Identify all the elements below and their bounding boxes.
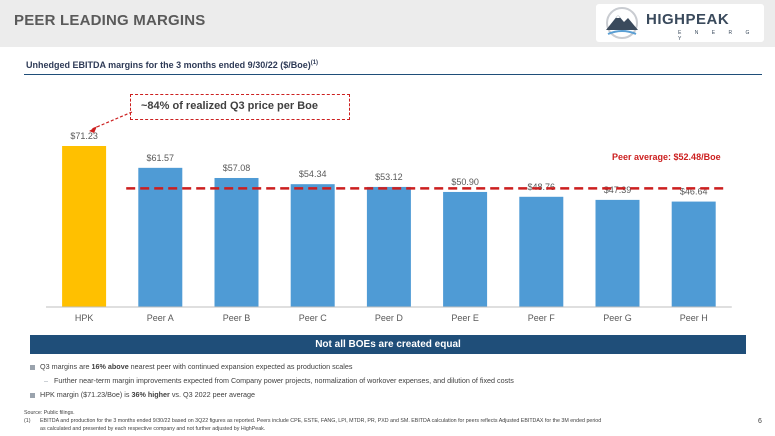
bullet-3-text-c: vs. Q3 2022 peer average (169, 390, 255, 399)
category-label: Peer C (299, 313, 328, 323)
subtitle-text: Unhedged EBITDA margins for the 3 months… (26, 60, 311, 70)
data-label: $47.39 (604, 185, 632, 195)
logo-wordmark: HIGHPEAK (646, 11, 730, 28)
chart-subtitle: Unhedged EBITDA margins for the 3 months… (26, 60, 318, 70)
logo-subtitle: E N E R G Y (678, 30, 756, 42)
data-label: $54.34 (299, 169, 327, 179)
bullet-square-icon (30, 364, 35, 370)
data-label: $48.76 (528, 182, 556, 192)
callout-text: ~84% of realized Q3 price per Boe (141, 100, 318, 112)
banner: Not all BOEs are created equal (30, 335, 746, 354)
margin-bar-chart: $71.23 HPK $61.57 Peer A $57.08 Peer B $54.34 P… (46, 111, 732, 323)
data-label: $57.08 (223, 163, 251, 173)
footer-note-line-2: as calculated and presented by each resp… (40, 426, 266, 432)
category-label: HPK (75, 313, 94, 323)
category-label: Peer H (680, 313, 708, 323)
dash-icon: – (44, 376, 48, 385)
bar-peer-f (519, 196, 564, 307)
bullet-2: – Further near-term margin improvements e… (44, 376, 514, 385)
category-label: Peer B (223, 313, 251, 323)
company-logo: HIGHPEAK E N E R G Y (596, 4, 764, 42)
data-label: $46.64 (680, 187, 708, 197)
footer-note-line-1: EBITDA and production for the 3 months e… (40, 418, 602, 424)
peer-average-label: Peer average: $52.48/Boe (612, 152, 721, 162)
bullet-1-text-c: nearest peer with continued expansion ex… (128, 362, 353, 371)
data-label: $53.12 (375, 172, 403, 182)
callout-pointer (91, 111, 133, 130)
bullet-1: Q3 margins are 16% above nearest peer wi… (30, 362, 352, 371)
bullet-3-bold: 36% higher (131, 390, 170, 399)
category-label: Peer G (603, 313, 632, 323)
bar-peer-h (671, 201, 716, 307)
category-label: Peer F (528, 313, 556, 323)
subtitle-footnote-ref: (1) (310, 60, 319, 66)
bar-hpk (62, 146, 107, 307)
bullet-1-bold: 16% above (91, 362, 129, 371)
bar-peer-c (290, 184, 335, 307)
bar-peer-b (214, 177, 259, 307)
bar-peer-g (595, 199, 640, 307)
category-label: Peer A (147, 313, 174, 323)
bullet-3: HPK margin ($71.23/Boe) is 36% higher vs… (30, 390, 255, 399)
callout-arrowhead-icon (89, 126, 98, 133)
subtitle-rule (24, 74, 762, 75)
footer-note-number: (1) (24, 418, 31, 424)
bar-peer-d (366, 186, 411, 307)
category-label: Peer E (451, 313, 479, 323)
data-label: $71.23 (70, 131, 98, 141)
bullet-2-text: Further near-term margin improvements ex… (54, 376, 514, 385)
bullet-3-text-a: HPK margin ($71.23/Boe) is (40, 390, 132, 399)
bar-peer-a (138, 167, 183, 307)
category-label: Peer D (375, 313, 404, 323)
page-number: 6 (758, 418, 762, 425)
bullet-1-text-a: Q3 margins are (40, 362, 92, 371)
data-label: $61.57 (147, 153, 175, 163)
callout-box: ~84% of realized Q3 price per Boe (130, 94, 350, 120)
mountain-logo-icon (606, 7, 638, 39)
data-label: $50.90 (451, 177, 479, 187)
page-title: PEER LEADING MARGINS (14, 12, 206, 29)
bullet-square-icon (30, 392, 35, 398)
bar-peer-e (443, 191, 488, 307)
footer-source: Source: Public filings. (24, 410, 75, 416)
